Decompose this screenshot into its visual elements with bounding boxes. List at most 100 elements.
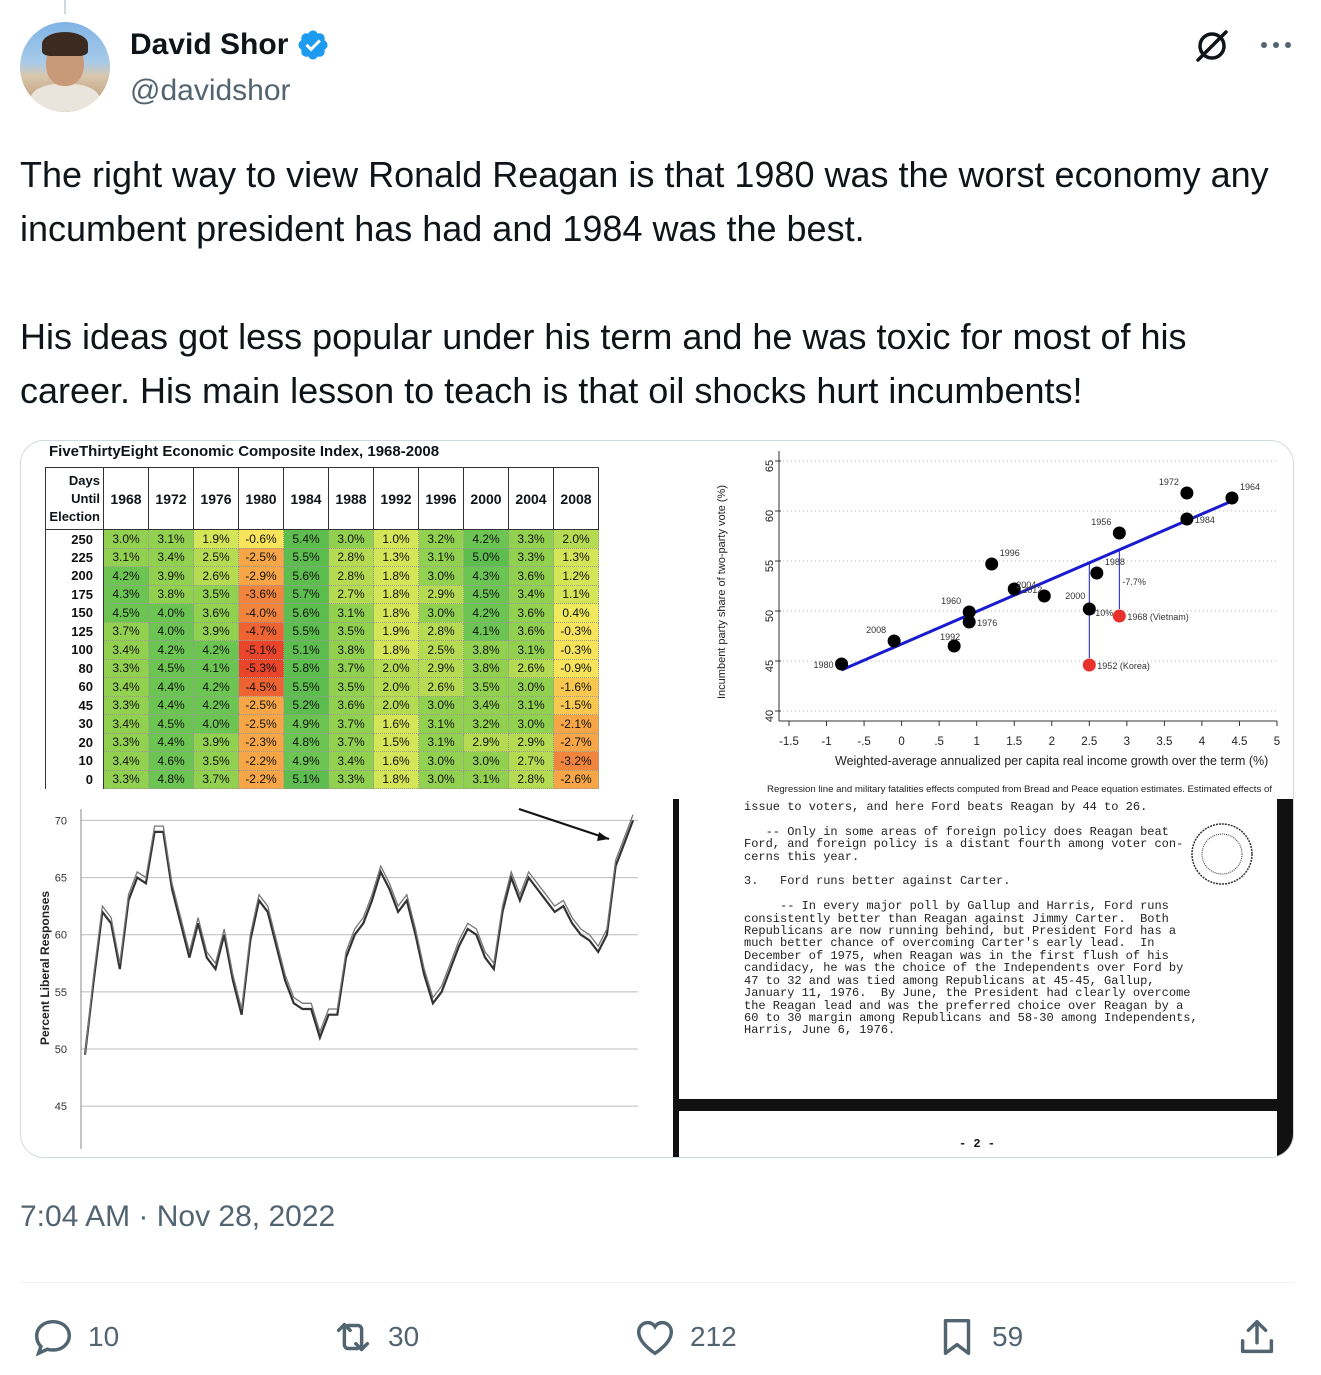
like-button[interactable]: 212	[632, 1314, 737, 1360]
table-cell: 1.8%	[373, 603, 419, 623]
scatter-point	[835, 657, 849, 671]
memo-text: issue to voters, and here Ford beats Rea…	[744, 801, 1198, 1037]
memo-line: 47 to 32 and was tied among Republicans …	[744, 973, 1155, 988]
media-grid[interactable]: FiveThirtyEight Economic Composite Index…	[20, 440, 1294, 1158]
line-y-label: Percent Liberal Responses	[38, 891, 52, 1045]
table-cell: 2.8%	[508, 769, 554, 789]
year-header: 1984	[283, 467, 329, 530]
point-label: 1968 (Vietnam)	[1127, 612, 1188, 622]
table-row: 20 3.3% 4.4% 3.9% -2.3% 4.8% 3.7% 1.5% 3.1% 2.9% 2…	[45, 732, 599, 752]
repost-button[interactable]: 30	[330, 1314, 419, 1360]
point-label: 2012	[1022, 585, 1042, 595]
table-cell: 3.8%	[148, 584, 194, 604]
table-cell: 3.1%	[148, 529, 194, 549]
table-cell: -2.3%	[238, 732, 284, 752]
table-cell: 4.1%	[193, 658, 239, 678]
table-cell: 3.0%	[508, 714, 554, 734]
year-header: 2008	[553, 467, 599, 530]
year-header: 1988	[328, 467, 374, 530]
table-cell: 3.9%	[193, 732, 239, 752]
table-row: 175 4.3% 3.8% 3.5% -3.6% 5.7% 2.7% 1.8% 2.9% 4.5%…	[45, 584, 599, 604]
table-cell: 4.4%	[148, 695, 194, 715]
table-cell: 4.2%	[463, 603, 509, 623]
year-header: 1996	[418, 467, 464, 530]
table-cell: 3.0%	[328, 529, 374, 549]
table-row: 225 3.1% 3.4% 2.5% -2.5% 5.5% 2.8% 1.3% 3.1% 5.0%…	[45, 547, 599, 567]
grok-icon[interactable]	[1192, 26, 1232, 66]
share-icon[interactable]	[1234, 1314, 1280, 1360]
avatar[interactable]	[20, 22, 110, 112]
economic-index-table-image[interactable]: FiveThirtyEight Economic Composite Index…	[21, 441, 659, 799]
table-row: 80 3.3% 4.5% 4.1% -5.3% 5.8% 3.7% 2.0% 2.9% 3.8% 2…	[45, 658, 599, 678]
table-cell: 4.3%	[103, 584, 149, 604]
scatter-chart: 40 45 50 55 60 65 -1.5 -1 -.5 0 .5 1 1.5 2 2.5 3 3.5 4 4.5…	[716, 451, 1280, 794]
point-label: 2000	[1065, 591, 1085, 601]
table-cell: 3.0%	[508, 677, 554, 697]
table-row: 100 3.4% 4.2% 4.2% -5.1% 5.1% 3.8% 1.8% 2.5% 3.8%…	[45, 640, 599, 660]
point-label: 1956	[1091, 517, 1111, 527]
table-cell: 1.8%	[373, 584, 419, 604]
table-cell: -3.6%	[238, 584, 284, 604]
table-cell: 3.0%	[418, 566, 464, 586]
year-header: 1976	[193, 467, 239, 530]
x-tick-label: 1.5	[1006, 736, 1022, 748]
reply-count: 10	[88, 1321, 120, 1352]
scatter-point	[1180, 486, 1194, 500]
table-cell: 2.0%	[373, 677, 419, 697]
table-cell: 1.8%	[373, 769, 419, 789]
table-row: 150 4.5% 4.0% 3.6% -4.0% 5.6% 3.1% 1.8% 3.0% 4.2%…	[45, 603, 599, 623]
like-icon	[636, 1320, 674, 1356]
table-cell: 1.9%	[193, 529, 239, 549]
bookmark-button[interactable]: 59	[934, 1314, 1023, 1360]
days-cell: 20	[45, 733, 104, 752]
scatter-chart-image[interactable]: 40 45 50 55 60 65 -1.5 -1 -.5 0 .5 1 1.5 2 2.5 3 3.5 4 4.5…	[659, 441, 1293, 799]
table-cell: 3.9%	[193, 621, 239, 641]
table-cell: 5.6%	[283, 603, 329, 623]
table-cell: 4.9%	[283, 714, 329, 734]
table-cell: 3.0%	[418, 603, 464, 623]
table-cell: 3.4%	[103, 751, 149, 771]
memo-document-image[interactable]: issue to voters, and here Ford beats Rea…	[659, 799, 1293, 1157]
table-cell: 3.8%	[463, 658, 509, 678]
table-cell: -2.2%	[238, 751, 284, 771]
table-cell: 3.0%	[463, 751, 509, 771]
table-cell: 3.5%	[328, 621, 374, 641]
table-cell: 3.3%	[103, 695, 149, 715]
handle[interactable]: @davidshor	[130, 74, 291, 107]
days-cell: 10	[45, 751, 104, 770]
x-tick-label: -1.5	[779, 736, 799, 748]
library-stamp-icon	[1191, 823, 1253, 885]
table-row: 0 3.3% 4.8% 3.7% -2.2% 5.1% 3.3% 1.8% 3.0% 3.1% 2.…	[45, 769, 599, 789]
timestamp[interactable]: 7:04 AM · Nov 28, 2022	[20, 1200, 336, 1233]
point-label: 1984	[1195, 515, 1215, 525]
table-row: 45 3.3% 4.4% 4.2% -2.5% 5.2% 3.6% 2.0% 3.0% 3.4% 3…	[45, 695, 599, 715]
x-tick-label: -.5	[857, 736, 870, 748]
table-row: 10 3.4% 4.6% 3.5% -2.2% 4.9% 3.4% 1.6% 3.0% 3.0% 2…	[45, 751, 599, 771]
table-cell: 3.6%	[508, 603, 554, 623]
reply-button[interactable]: 10	[30, 1314, 119, 1360]
liberal-responses-chart-image[interactable]: 45 50 55 60 65 70 Percent Liberal Responses	[21, 799, 659, 1157]
table-cell: 3.4%	[103, 640, 149, 660]
divider	[20, 1282, 1294, 1283]
y-tick-label: 55	[764, 560, 776, 572]
table-cell: -2.9%	[238, 566, 284, 586]
table-cell: 4.4%	[148, 732, 194, 752]
table-cell: -5.3%	[238, 658, 284, 678]
table-cell: 2.7%	[328, 584, 374, 604]
table-cell: -4.5%	[238, 677, 284, 697]
table-cell: 5.5%	[283, 677, 329, 697]
table-cell: -5.1%	[238, 640, 284, 660]
table-cell: 3.3%	[328, 769, 374, 789]
table-cell: 3.6%	[508, 566, 554, 586]
table-cell: 5.8%	[283, 658, 329, 678]
table-cell: -2.5%	[238, 714, 284, 734]
table-cell: 3.0%	[103, 529, 149, 549]
table-cell: 3.1%	[508, 640, 554, 660]
x-tick-label: 5	[1274, 736, 1280, 748]
table-title: FiveThirtyEight Economic Composite Index…	[49, 443, 440, 460]
table-cell: 3.4%	[103, 677, 149, 697]
memo-line: the Reagan lead and was the preferred ch…	[744, 998, 1184, 1013]
table-cell: 3.5%	[463, 677, 509, 697]
display-name[interactable]: David Shor	[130, 28, 289, 61]
more-icon[interactable]	[1256, 30, 1296, 60]
